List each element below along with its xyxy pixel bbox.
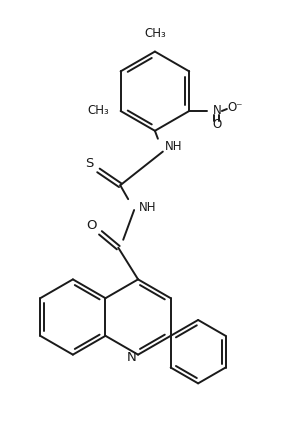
Text: N: N xyxy=(126,351,136,364)
Text: O⁻: O⁻ xyxy=(227,101,243,113)
Text: S: S xyxy=(85,157,94,170)
Text: O: O xyxy=(212,119,222,131)
Text: O: O xyxy=(86,220,97,232)
Text: N: N xyxy=(213,104,221,118)
Text: CH₃: CH₃ xyxy=(144,27,166,40)
Text: NH: NH xyxy=(165,140,182,153)
Text: CH₃: CH₃ xyxy=(87,104,109,118)
Text: NH: NH xyxy=(139,201,157,214)
